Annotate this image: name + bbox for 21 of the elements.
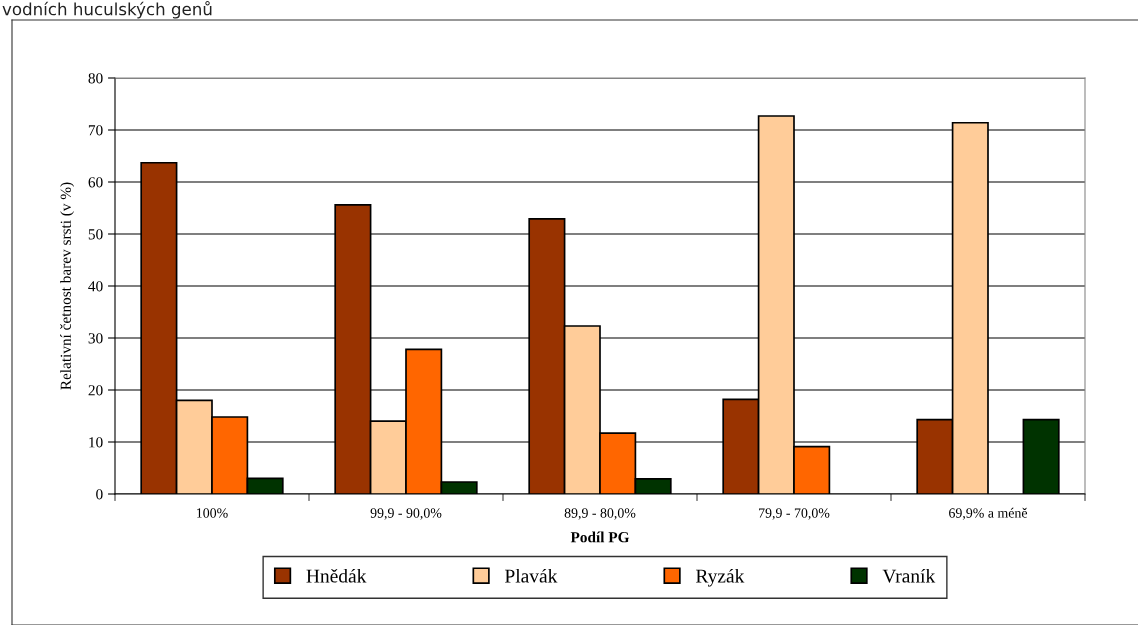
legend-label: Vraník: [882, 568, 936, 583]
x-tick-label: 79,9 - 70,0%: [759, 508, 830, 520]
y-tick-label: 70: [88, 125, 103, 136]
y-tick-label: 80: [88, 73, 103, 84]
x-tick-label: 89,9 - 80,0%: [564, 508, 636, 520]
y-tick-label: 10: [89, 437, 103, 448]
y-axis-title: Relativní četnost barev srsti (v %): [60, 182, 75, 390]
y-tick-label: 60: [88, 177, 103, 188]
x-tick-label: 99,9 - 90,0%: [370, 508, 442, 520]
y-tick-label: 20: [88, 385, 103, 396]
y-tick-label: 40: [88, 281, 103, 292]
legend-label: Plavák: [505, 568, 558, 583]
legend-label: Hnědák: [306, 568, 367, 583]
legend-label: Ryzák: [695, 568, 745, 587]
y-tick-label: 0: [96, 489, 103, 500]
x-axis-title: Podíl PG: [570, 531, 630, 543]
y-tick-label: 30: [88, 333, 103, 344]
text: vodních huculských genů: [2, 1, 212, 19]
y-tick-label: 50: [88, 229, 103, 240]
x-tick-label: 69,9% a méně: [949, 507, 1028, 520]
x-tick-label: 100%: [197, 508, 228, 518]
